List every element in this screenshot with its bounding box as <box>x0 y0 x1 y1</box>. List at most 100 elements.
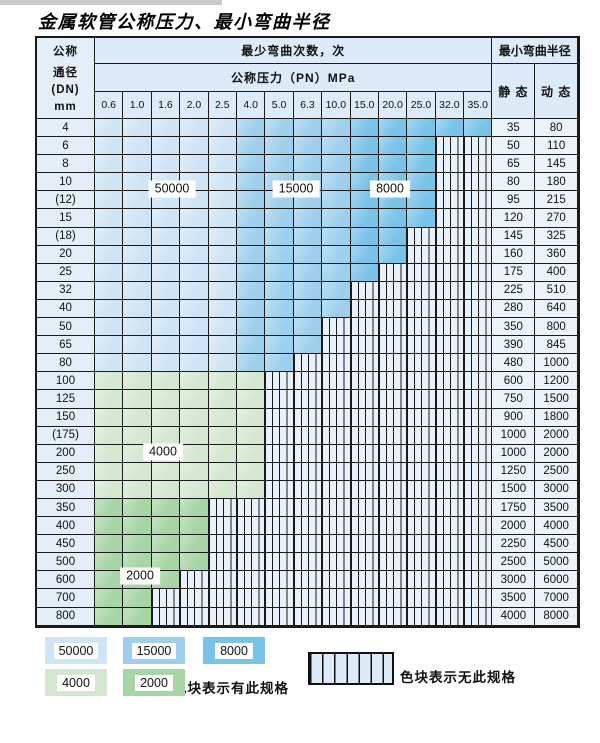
pressure-column-header: 6.3 <box>293 92 323 119</box>
spec-unavailable-cell <box>464 607 493 626</box>
spec-available-cell <box>95 589 124 608</box>
spec-unavailable-cell <box>407 299 436 319</box>
spec-unavailable-cell <box>350 299 379 319</box>
spec-available-cell <box>265 137 294 156</box>
spec-unavailable-cell <box>265 480 294 499</box>
spec-unavailable-cell <box>378 390 408 409</box>
dynamic-radius-cell: 8000 <box>535 607 579 626</box>
spec-available-cell <box>208 263 237 282</box>
static-radius-cell: 80 <box>492 173 536 192</box>
spec-available-cell <box>123 535 152 554</box>
spec-available-cell <box>236 462 266 481</box>
legend-has-spec-text: 色块表示有此规格 <box>173 681 289 696</box>
spec-unavailable-cell <box>464 589 493 608</box>
spec-available-cell <box>95 336 124 355</box>
spec-unavailable-cell <box>378 336 408 355</box>
spec-available-cell <box>151 227 181 246</box>
spec-available-cell <box>208 245 237 264</box>
spec-unavailable-cell <box>378 408 408 427</box>
static-radius-cell: 3000 <box>492 571 536 590</box>
spec-unavailable-cell <box>407 444 436 463</box>
spec-available-cell <box>95 155 124 174</box>
dynamic-radius-cell: 325 <box>535 227 579 246</box>
spec-available-cell <box>95 119 124 138</box>
spec-unavailable-cell <box>322 318 351 337</box>
spec-available-cell <box>95 318 124 337</box>
dynamic-radius-cell: 180 <box>535 173 579 192</box>
spec-unavailable-cell <box>464 263 493 282</box>
static-radius-cell: 1000 <box>492 444 536 463</box>
spec-unavailable-cell <box>378 444 408 463</box>
dynamic-radius-cell: 1800 <box>535 408 579 427</box>
legend-swatch-label: 4000 <box>57 674 95 691</box>
spec-unavailable-cell <box>435 281 465 300</box>
legend-hatch-swatch <box>308 652 394 685</box>
spec-unavailable-cell <box>208 571 237 590</box>
legend-swatch-label: 15000 <box>131 642 177 659</box>
spec-available-cell <box>208 119 237 138</box>
spec-available-cell <box>208 227 237 246</box>
dynamic-radius-cell: 4500 <box>535 535 579 554</box>
spec-available-cell <box>208 336 237 355</box>
legend-swatch-50000: 50000 <box>45 637 107 664</box>
spec-available-cell <box>350 137 379 156</box>
dynamic-radius-cell: 2000 <box>535 444 579 463</box>
spec-unavailable-cell <box>435 299 465 319</box>
spec-available-cell <box>123 191 152 210</box>
dn-label-cell: (175) <box>37 426 95 445</box>
spec-available-cell <box>293 209 323 228</box>
spec-unavailable-cell <box>350 336 379 355</box>
spec-available-cell <box>236 119 266 138</box>
spec-unavailable-cell <box>378 372 408 391</box>
spec-unavailable-cell <box>464 281 493 300</box>
static-radius-cell: 4000 <box>492 607 536 626</box>
dynamic-radius-cell: 110 <box>535 137 579 156</box>
pressure-column-header: 2.0 <box>180 92 209 119</box>
spec-unavailable-cell <box>265 517 294 536</box>
spec-unavailable-cell <box>407 318 436 337</box>
spec-available-cell <box>265 227 294 246</box>
dynamic-radius-cell: 6000 <box>535 571 579 590</box>
spec-available-cell <box>378 137 408 156</box>
spec-available-cell <box>95 498 124 518</box>
spec-unavailable-cell <box>293 480 323 499</box>
dynamic-radius-cell: 800 <box>535 318 579 337</box>
spec-unavailable-cell <box>322 589 351 608</box>
spec-available-cell <box>123 299 152 319</box>
spec-unavailable-cell <box>322 535 351 554</box>
spec-unavailable-cell <box>293 589 323 608</box>
dn-label-cell: 80 <box>37 354 95 373</box>
spec-unavailable-cell <box>322 517 351 536</box>
spec-available-cell <box>123 245 152 264</box>
spec-unavailable-cell <box>293 571 323 590</box>
dn-label-cell: 150 <box>37 408 95 427</box>
spec-unavailable-cell <box>464 155 493 174</box>
spec-available-cell <box>265 263 294 282</box>
spec-available-cell <box>208 299 237 319</box>
spec-available-cell <box>95 607 124 626</box>
static-radius-cell: 600 <box>492 372 536 391</box>
static-radius-cell: 65 <box>492 155 536 174</box>
dn-label-cell: 10 <box>37 173 95 192</box>
dn-header-line: (DN) <box>51 84 80 97</box>
dn-label-cell: 200 <box>37 444 95 463</box>
spec-unavailable-cell <box>435 318 465 337</box>
spec-available-cell <box>151 426 181 445</box>
spec-available-cell <box>322 137 351 156</box>
spec-available-cell <box>407 137 436 156</box>
spec-unavailable-cell <box>236 535 266 554</box>
legend-swatch-15000: 15000 <box>123 637 185 664</box>
region-label-4000: 4000 <box>143 443 183 461</box>
spec-unavailable-cell <box>464 245 493 264</box>
spec-unavailable-cell <box>464 535 493 554</box>
spec-unavailable-cell <box>378 299 408 319</box>
spec-available-cell <box>407 191 436 210</box>
spec-available-cell <box>180 444 209 463</box>
static-column-header: 静 态 <box>492 64 536 119</box>
spec-available-cell <box>151 281 181 300</box>
spec-unavailable-cell <box>464 498 493 518</box>
spec-unavailable-cell <box>265 372 294 391</box>
dynamic-radius-cell: 4000 <box>535 517 579 536</box>
spec-available-cell <box>123 607 152 626</box>
spec-unavailable-cell <box>464 227 493 246</box>
